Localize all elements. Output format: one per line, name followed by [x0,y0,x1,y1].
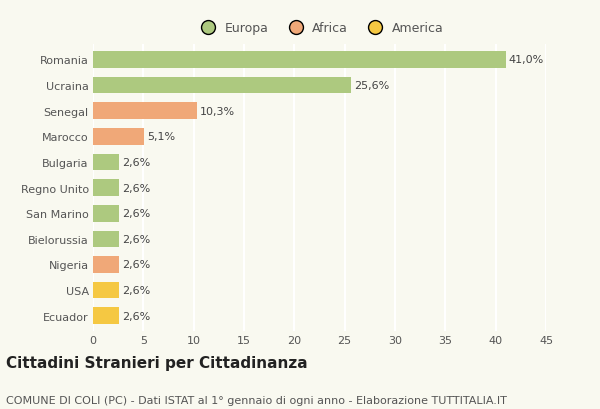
Text: 2,6%: 2,6% [122,183,151,193]
Bar [93,180,119,196]
Text: 2,6%: 2,6% [122,157,151,168]
Bar [93,231,119,247]
Legend: Europa, Africa, America: Europa, Africa, America [191,17,448,40]
Bar [93,78,351,94]
Bar [93,103,197,120]
Bar [93,256,119,273]
Text: 2,6%: 2,6% [122,311,151,321]
Bar [93,52,506,69]
Text: 25,6%: 25,6% [354,81,389,91]
Bar [93,282,119,299]
Text: 2,6%: 2,6% [122,285,151,295]
Text: 10,3%: 10,3% [200,106,235,117]
Text: Cittadini Stranieri per Cittadinanza: Cittadini Stranieri per Cittadinanza [6,355,308,370]
Bar [93,154,119,171]
Text: 2,6%: 2,6% [122,260,151,270]
Text: 2,6%: 2,6% [122,209,151,219]
Text: COMUNE DI COLI (PC) - Dati ISTAT al 1° gennaio di ogni anno - Elaborazione TUTTI: COMUNE DI COLI (PC) - Dati ISTAT al 1° g… [6,395,507,405]
Text: 41,0%: 41,0% [509,55,544,65]
Text: 2,6%: 2,6% [122,234,151,244]
Bar [93,308,119,324]
Text: 5,1%: 5,1% [148,132,175,142]
Bar [93,205,119,222]
Bar [93,129,145,145]
